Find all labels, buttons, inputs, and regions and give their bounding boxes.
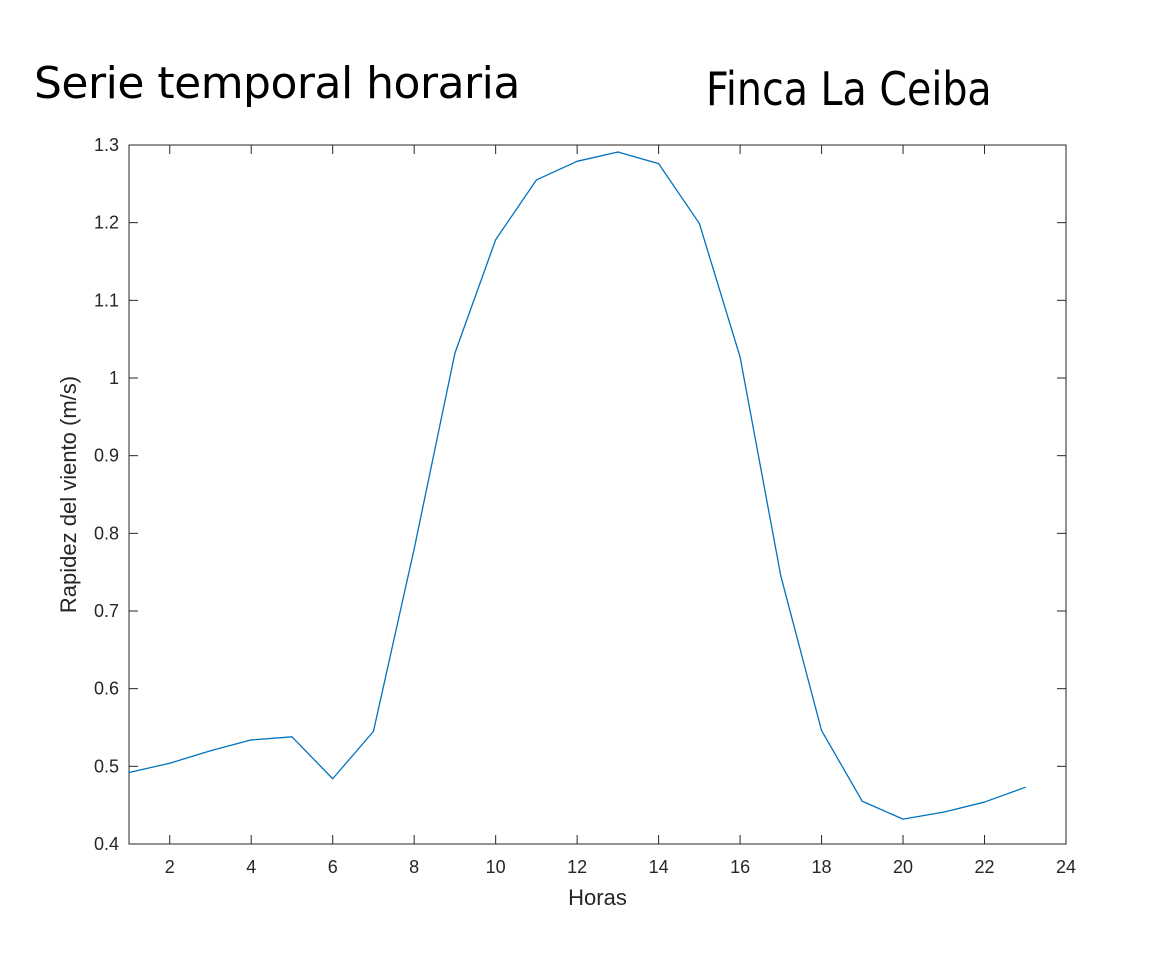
y-axis-ticks: 0.4 0.5 0.6 0.7 0.8 0.9 1 1.1 1.2 1.3 [94, 135, 1066, 854]
data-point [250, 739, 252, 741]
data-point [332, 778, 334, 780]
data-point [535, 179, 537, 181]
y-tick-label: 0.8 [94, 523, 119, 543]
chart-title-right: Finca La Ceiba [706, 62, 992, 116]
data-point [943, 811, 945, 813]
x-tick-label: 10 [486, 857, 506, 877]
series-layer [128, 151, 1026, 820]
y-tick-label: 0.5 [94, 756, 119, 776]
data-point [291, 736, 293, 738]
x-tick-label: 2 [165, 857, 175, 877]
data-point [658, 163, 660, 165]
x-tick-label: 8 [409, 857, 419, 877]
x-tick-label: 6 [328, 857, 338, 877]
plot-area-frame [128, 144, 1067, 845]
data-point [983, 801, 986, 803]
y-tick-label: 0.4 [94, 834, 119, 854]
data-point [739, 356, 741, 358]
y-tick-label: 0.9 [94, 446, 119, 466]
x-tick-label: 12 [567, 857, 587, 877]
x-tick-label: 22 [975, 857, 995, 877]
data-point [413, 548, 415, 550]
data-point [169, 762, 171, 764]
x-tick-label: 4 [246, 857, 256, 877]
data-point [576, 160, 578, 162]
y-tick-label: 1.2 [94, 213, 119, 233]
x-tick-label: 18 [812, 857, 832, 877]
data-point [454, 352, 456, 354]
x-axis-label: Horas [568, 885, 627, 910]
data-point [902, 818, 904, 820]
x-axis-ticks: 2 4 6 8 10 12 14 16 18 20 22 24 [165, 145, 1076, 877]
y-tick-label: 0.6 [94, 679, 119, 699]
x-tick-label: 20 [893, 857, 913, 877]
x-tick-label: 16 [730, 857, 750, 877]
y-tick-label: 1.1 [94, 290, 119, 310]
x-tick-label: 14 [649, 857, 669, 877]
data-point [698, 222, 700, 225]
data-point [820, 730, 823, 732]
data-point [372, 730, 375, 732]
data-point [861, 800, 863, 802]
x-tick-label: 24 [1056, 857, 1076, 877]
data-point [209, 750, 212, 752]
data-point [1024, 786, 1026, 788]
data-point [617, 151, 619, 153]
chart-title-left: Serie temporal horaria [34, 58, 520, 109]
y-tick-label: 0.7 [94, 601, 119, 621]
series-line [128, 151, 1026, 820]
data-point [128, 771, 130, 774]
data-point [495, 239, 497, 241]
y-tick-label: 1 [109, 368, 119, 388]
y-axis-label: Rapidez del viento (m/s) [56, 376, 81, 613]
data-point [780, 575, 782, 577]
y-tick-label: 1.3 [94, 135, 119, 155]
